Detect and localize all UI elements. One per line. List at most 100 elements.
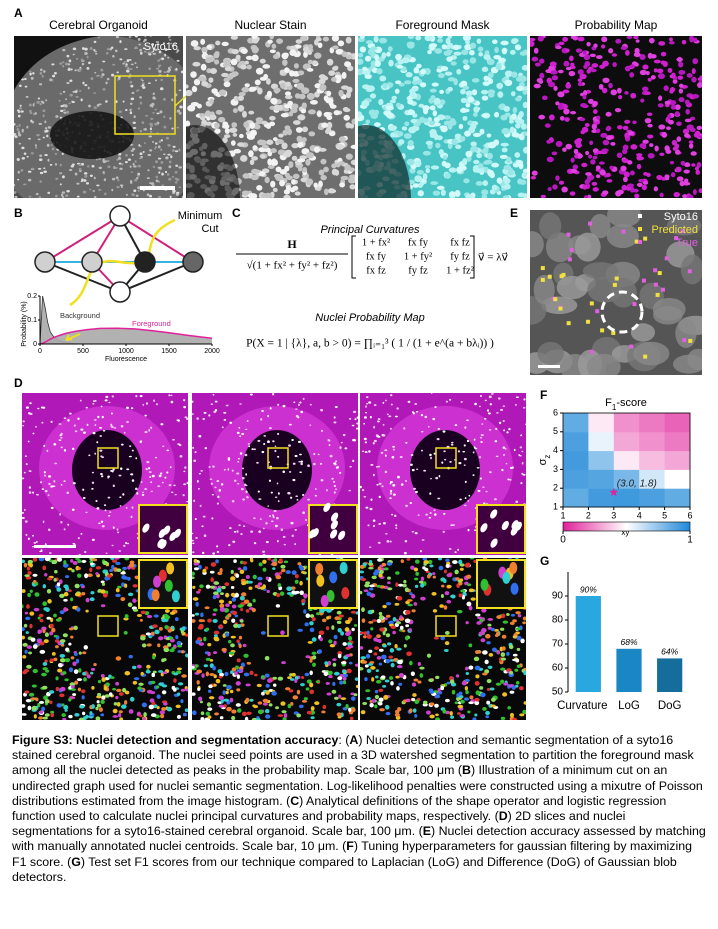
- nucleus: [230, 36, 239, 40]
- nucleus: [482, 650, 488, 655]
- nucleus: [488, 395, 492, 399]
- nucleus: [595, 128, 601, 134]
- nucleus: [31, 120, 35, 124]
- nucleus: [331, 689, 337, 694]
- nucleus: [591, 181, 598, 186]
- nucleus: [390, 132, 396, 138]
- nucleus: [94, 418, 97, 421]
- nucleus: [454, 551, 457, 553]
- nucleus: [128, 709, 134, 714]
- nucleus: [158, 474, 162, 478]
- nucleus: [132, 598, 137, 603]
- nucleus: [642, 64, 649, 70]
- nucleus: [373, 425, 376, 429]
- nucleus: [691, 163, 696, 167]
- y-axis-label: σz: [537, 455, 552, 466]
- nucleus: [138, 43, 141, 46]
- centroid: [664, 256, 669, 261]
- nucleus: [169, 66, 173, 68]
- nucleus: [338, 89, 344, 97]
- nucleus: [521, 450, 524, 453]
- nucleus: [91, 686, 95, 690]
- nucleus: [78, 69, 81, 73]
- nucleus: [140, 155, 144, 158]
- nucleus: [50, 420, 53, 424]
- nucleus: [411, 682, 417, 687]
- nucleus: [643, 172, 649, 176]
- nucleus: [326, 90, 332, 97]
- nucleus: [491, 162, 500, 168]
- nucleus: [175, 617, 179, 622]
- nucleus: [513, 448, 516, 452]
- nucleus: [16, 109, 20, 112]
- centroid: [653, 268, 658, 273]
- nucleus: [236, 530, 239, 533]
- nucleus: [445, 400, 449, 403]
- centroid: [600, 328, 605, 333]
- nucleus: [442, 709, 447, 714]
- nucleus: [144, 38, 147, 42]
- nucleus: [332, 662, 337, 667]
- nucleus: [207, 651, 211, 657]
- heat-cell: [613, 413, 640, 433]
- nucleus: [24, 649, 28, 654]
- nucleus: [14, 132, 16, 136]
- nucleus: [121, 704, 127, 709]
- nucleus: [242, 173, 250, 179]
- nucleus: [43, 471, 46, 474]
- zoom-box: [97, 615, 119, 637]
- nucleus: [385, 602, 392, 606]
- nucleus: [63, 560, 67, 565]
- nucleus: [407, 36, 415, 40]
- nucleus: [583, 54, 591, 61]
- nucleus: [461, 49, 469, 56]
- nucleus: [247, 580, 253, 584]
- nucleus: [23, 183, 27, 186]
- nucleus: [310, 706, 315, 711]
- nucleus: [197, 588, 202, 592]
- nucleus: [59, 62, 63, 65]
- nucleus: [230, 576, 236, 581]
- nucleus: [378, 662, 383, 666]
- nucleus: [276, 38, 283, 44]
- nucleus: [146, 614, 153, 619]
- nucleus: [408, 126, 417, 134]
- nucleus: [505, 462, 508, 465]
- nucleus: [312, 662, 316, 667]
- nucleus: [215, 40, 221, 46]
- nucleus: [400, 483, 404, 486]
- nucleus: [506, 651, 510, 656]
- nucleus: [157, 59, 160, 62]
- nucleus: [490, 393, 494, 395]
- nucleus: [160, 161, 164, 164]
- nucleus: [569, 55, 574, 62]
- nucleus: [355, 684, 358, 689]
- nucleus: [373, 439, 377, 443]
- nucleus: [222, 121, 229, 127]
- image-bg: [530, 36, 702, 198]
- nucleus: [389, 482, 392, 485]
- nucleus: [483, 53, 491, 60]
- nucleus: [385, 659, 391, 664]
- nucleus: [502, 454, 506, 456]
- nucleus: [282, 107, 290, 112]
- nucleus: [298, 403, 300, 407]
- nucleus: [342, 673, 348, 678]
- nucleus: [147, 82, 151, 85]
- nucleus: [130, 97, 135, 101]
- nucleus: [437, 36, 443, 39]
- nucleus: [253, 673, 258, 677]
- nucleus: [465, 621, 469, 625]
- nucleus: [104, 192, 107, 196]
- nucleus: [176, 191, 180, 194]
- nucleus: [201, 81, 209, 87]
- nucleus: [373, 36, 379, 43]
- nucleus: [179, 105, 183, 109]
- nucleus: [116, 71, 119, 74]
- nucleus: [149, 149, 153, 152]
- nucleus: [302, 166, 308, 173]
- nucleus: [221, 41, 229, 47]
- nucleus: [301, 87, 310, 95]
- centroid: [629, 344, 634, 349]
- nucleus: [30, 637, 36, 642]
